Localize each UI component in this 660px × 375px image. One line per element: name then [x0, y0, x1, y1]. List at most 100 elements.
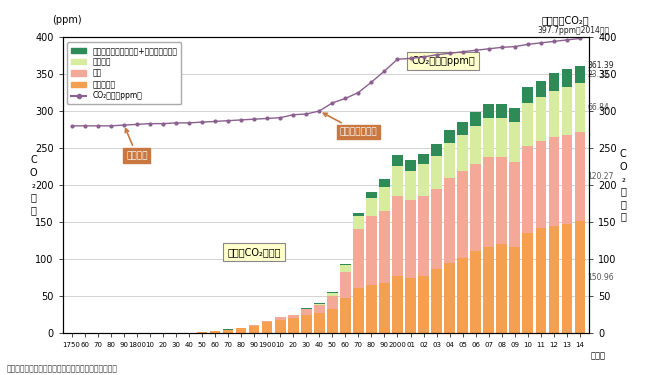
Bar — [523, 233, 533, 333]
Bar — [575, 222, 585, 333]
Bar — [301, 309, 312, 315]
Bar — [392, 276, 403, 333]
Bar — [562, 135, 572, 224]
Bar — [444, 143, 455, 178]
Bar — [405, 279, 416, 333]
Bar — [496, 104, 507, 118]
Bar — [327, 292, 338, 293]
Bar — [496, 244, 507, 333]
Bar — [353, 216, 364, 229]
Bar — [366, 198, 377, 216]
Bar — [483, 158, 494, 246]
Bar — [275, 320, 286, 333]
Bar — [314, 313, 325, 333]
Bar — [340, 265, 350, 272]
Bar — [210, 331, 220, 333]
Text: (ppm): (ppm) — [52, 15, 82, 25]
Bar — [392, 155, 403, 166]
Bar — [575, 132, 585, 222]
Text: 120.27: 120.27 — [587, 172, 614, 182]
Bar — [314, 304, 325, 305]
Bar — [575, 83, 585, 132]
Bar — [457, 258, 468, 333]
Bar — [340, 264, 350, 265]
Bar — [418, 196, 429, 276]
Bar — [353, 229, 364, 288]
Text: （億トンCO₂）: （億トンCO₂） — [541, 15, 589, 25]
Bar — [523, 87, 533, 103]
Bar — [457, 171, 468, 258]
Bar — [288, 318, 298, 333]
Bar — [548, 137, 559, 226]
Bar — [249, 326, 259, 333]
Bar — [457, 122, 468, 135]
Bar — [471, 164, 481, 251]
Bar — [510, 162, 520, 246]
Bar — [392, 196, 403, 276]
Bar — [301, 315, 312, 333]
Bar — [431, 144, 442, 156]
Bar — [457, 135, 468, 171]
Bar — [510, 122, 520, 162]
Bar — [222, 330, 234, 333]
Bar — [366, 216, 377, 285]
Bar — [379, 187, 390, 211]
Text: CO₂濃度（ppm）: CO₂濃度（ppm） — [411, 56, 475, 66]
Text: 361.39: 361.39 — [587, 61, 614, 70]
Bar — [366, 285, 377, 333]
Bar — [510, 108, 520, 122]
Bar — [483, 104, 494, 118]
Bar — [471, 112, 481, 126]
Bar — [444, 178, 455, 262]
Bar — [405, 200, 416, 279]
Bar — [340, 298, 350, 333]
Bar — [353, 288, 364, 333]
Bar — [236, 328, 246, 333]
Bar — [262, 322, 273, 333]
Bar — [483, 246, 494, 333]
Bar — [510, 246, 520, 333]
Bar — [444, 130, 455, 143]
Bar — [301, 308, 312, 309]
Text: （注）四捨五入の関係で合計値が合わない場合がある: （注）四捨五入の関係で合計値が合わない場合がある — [7, 364, 117, 373]
Bar — [496, 118, 507, 158]
Text: C
O
₂
排
出
量: C O ₂ 排 出 量 — [620, 149, 627, 221]
Text: （年）: （年） — [590, 351, 605, 360]
Bar — [483, 118, 494, 158]
Text: 第二次世界大戦: 第二次世界大戦 — [323, 113, 377, 136]
Bar — [444, 262, 455, 333]
Bar — [379, 211, 390, 283]
Bar — [535, 81, 546, 97]
Text: 産業革命: 産業革命 — [125, 129, 148, 160]
Bar — [431, 156, 442, 189]
Bar — [431, 269, 442, 333]
Bar — [535, 141, 546, 228]
Bar — [575, 66, 585, 83]
Bar — [249, 325, 259, 326]
Bar — [471, 126, 481, 164]
Bar — [275, 317, 286, 320]
Legend: その他（セメント製造+焼却排気ガス）, 天然ガス, 石油, 石芭、薄等, CO₂濃度（ppm）: その他（セメント製造+焼却排気ガス）, 天然ガス, 石油, 石芭、薄等, CO₂… — [67, 42, 182, 104]
Bar — [366, 192, 377, 198]
Bar — [535, 228, 546, 333]
Bar — [523, 103, 533, 146]
Bar — [496, 158, 507, 244]
Text: 66.84: 66.84 — [587, 103, 609, 112]
Bar — [418, 165, 429, 196]
Bar — [262, 321, 273, 322]
Bar — [535, 97, 546, 141]
Bar — [562, 224, 572, 333]
Bar — [327, 293, 338, 296]
Bar — [405, 160, 416, 171]
Bar — [314, 303, 325, 304]
Bar — [418, 276, 429, 333]
Text: 世界のCO₂排出量: 世界のCO₂排出量 — [227, 247, 281, 257]
Bar — [353, 213, 364, 216]
Bar — [418, 154, 429, 165]
Bar — [197, 332, 207, 333]
Bar — [562, 87, 572, 135]
Text: 23.32: 23.32 — [587, 70, 609, 79]
Bar — [379, 179, 390, 187]
Bar — [548, 74, 559, 91]
Bar — [327, 296, 338, 309]
